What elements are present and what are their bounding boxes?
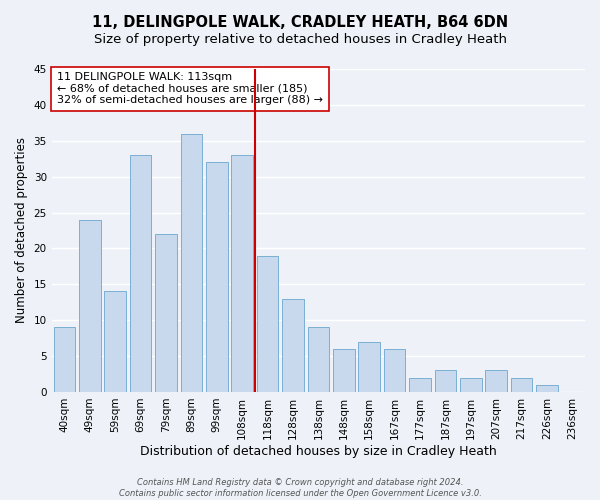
Bar xyxy=(282,298,304,392)
Bar xyxy=(536,385,557,392)
Bar xyxy=(333,349,355,392)
X-axis label: Distribution of detached houses by size in Cradley Heath: Distribution of detached houses by size … xyxy=(140,444,497,458)
Bar xyxy=(104,292,126,392)
Bar xyxy=(257,256,278,392)
Text: Size of property relative to detached houses in Cradley Heath: Size of property relative to detached ho… xyxy=(94,32,506,46)
Bar xyxy=(181,134,202,392)
Bar xyxy=(511,378,532,392)
Bar xyxy=(384,349,406,392)
Bar xyxy=(130,155,151,392)
Bar xyxy=(308,328,329,392)
Text: 11, DELINGPOLE WALK, CRADLEY HEATH, B64 6DN: 11, DELINGPOLE WALK, CRADLEY HEATH, B64 … xyxy=(92,15,508,30)
Bar xyxy=(53,328,75,392)
Bar xyxy=(79,220,101,392)
Bar xyxy=(155,234,177,392)
Bar xyxy=(206,162,227,392)
Bar xyxy=(434,370,456,392)
Text: Contains HM Land Registry data © Crown copyright and database right 2024.
Contai: Contains HM Land Registry data © Crown c… xyxy=(119,478,481,498)
Bar xyxy=(358,342,380,392)
Text: 11 DELINGPOLE WALK: 113sqm
← 68% of detached houses are smaller (185)
32% of sem: 11 DELINGPOLE WALK: 113sqm ← 68% of deta… xyxy=(57,72,323,106)
Bar xyxy=(460,378,482,392)
Bar xyxy=(485,370,507,392)
Y-axis label: Number of detached properties: Number of detached properties xyxy=(15,138,28,324)
Bar xyxy=(232,155,253,392)
Bar xyxy=(409,378,431,392)
